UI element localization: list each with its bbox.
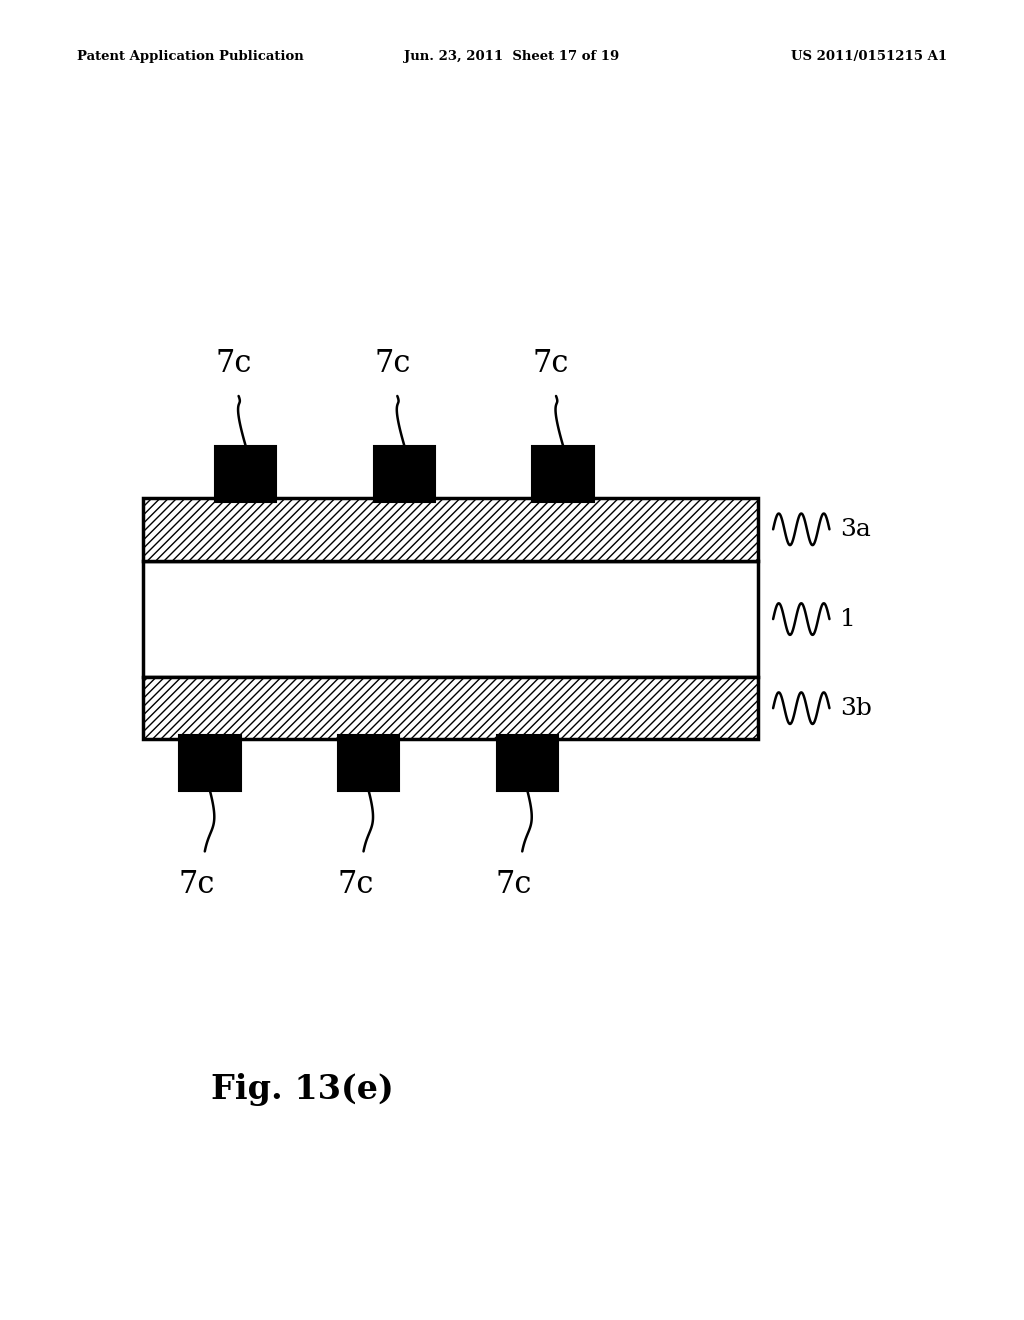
Text: 7c: 7c [496, 869, 532, 900]
Text: Fig. 13(e): Fig. 13(e) [211, 1072, 393, 1106]
Bar [179, 735, 241, 791]
Bar [215, 446, 276, 502]
Text: 7c: 7c [532, 347, 569, 379]
Text: 7c: 7c [215, 347, 252, 379]
Text: Patent Application Publication: Patent Application Publication [77, 50, 303, 63]
Bar [497, 735, 558, 791]
Text: 7c: 7c [337, 869, 374, 900]
Text: Jun. 23, 2011  Sheet 17 of 19: Jun. 23, 2011 Sheet 17 of 19 [404, 50, 620, 63]
Text: 3b: 3b [840, 697, 871, 719]
Text: 7c: 7c [374, 347, 411, 379]
Bar [374, 446, 435, 502]
Bar [143, 498, 758, 561]
Text: 3a: 3a [840, 517, 870, 541]
Text: US 2011/0151215 A1: US 2011/0151215 A1 [792, 50, 947, 63]
Bar [143, 677, 758, 739]
Bar [532, 446, 594, 502]
Text: 1: 1 [840, 607, 855, 631]
Text: 7c: 7c [178, 869, 215, 900]
Bar [338, 735, 399, 791]
Bar [143, 561, 758, 677]
